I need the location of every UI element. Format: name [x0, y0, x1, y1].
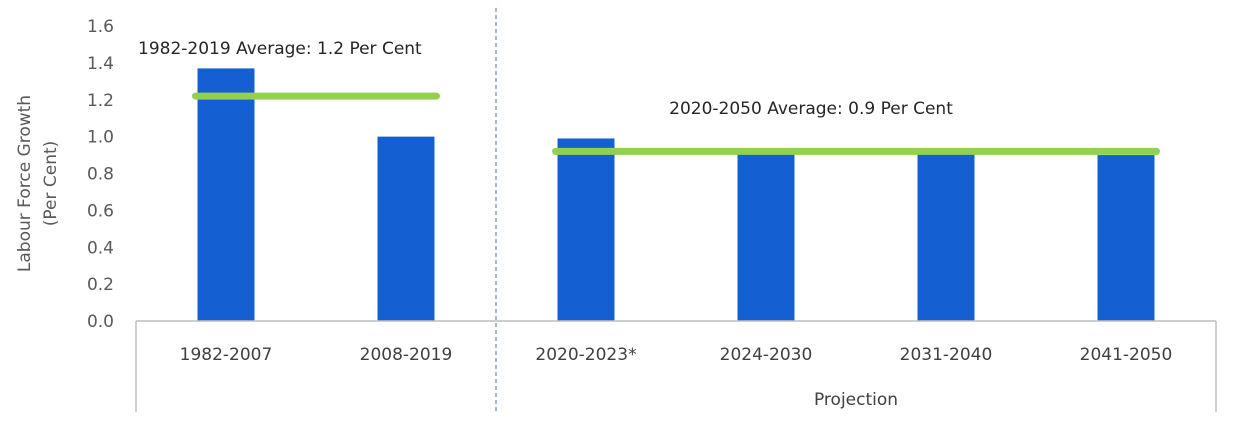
- x-tick-label: 2008-2019: [360, 345, 453, 365]
- y-tick-label: 1.6: [87, 17, 114, 37]
- bar: [557, 138, 615, 321]
- bar: [197, 68, 255, 321]
- projection-group-label: Projection: [814, 390, 898, 410]
- y-axis-title-line: (Per Cent): [41, 141, 61, 227]
- x-axis-labels: 1982-2007 2008-2019 2020-2023* 2024-2030 203…: [180, 345, 1173, 365]
- x-tick-label: 2020-2023*: [535, 345, 636, 365]
- x-tick-label: 1982-2007: [180, 345, 273, 365]
- average-annotation: 2020-2050 Average: 0.9 Per Cent: [669, 99, 953, 119]
- bar: [377, 136, 435, 321]
- y-tick-label: 0.6: [87, 201, 114, 221]
- y-axis-title-line: Labour Force Growth: [15, 95, 35, 272]
- x-tick-label: 2041-2050: [1080, 345, 1173, 365]
- y-axis-label: Labour Force Growth (Per Cent): [15, 95, 61, 272]
- y-tick-label: 0.4: [87, 238, 114, 258]
- y-tick-label: 1.2: [87, 91, 114, 111]
- average-lines: 1982-2019 Average: 1.2 Per Cent 2020-2050…: [138, 39, 1160, 155]
- bar: [1097, 155, 1155, 321]
- bar: [917, 153, 975, 321]
- y-axis-ticks: 0.0 0.2 0.4 0.6 0.8 1.0 1.2 1.4 1.6: [87, 17, 114, 332]
- axes: [135, 8, 1217, 412]
- y-tick-label: 1.4: [87, 54, 114, 74]
- x-tick-label: 2031-2040: [900, 345, 993, 365]
- y-tick-label: 1.0: [87, 128, 114, 148]
- y-tick-label: 0.2: [87, 275, 114, 295]
- y-tick-label: 0.0: [87, 312, 114, 332]
- y-tick-label: 0.8: [87, 165, 114, 185]
- average-annotation: 1982-2019 Average: 1.2 Per Cent: [138, 39, 422, 59]
- bars: [197, 68, 1155, 321]
- bar: [737, 153, 795, 321]
- x-tick-label: 2024-2030: [720, 345, 813, 365]
